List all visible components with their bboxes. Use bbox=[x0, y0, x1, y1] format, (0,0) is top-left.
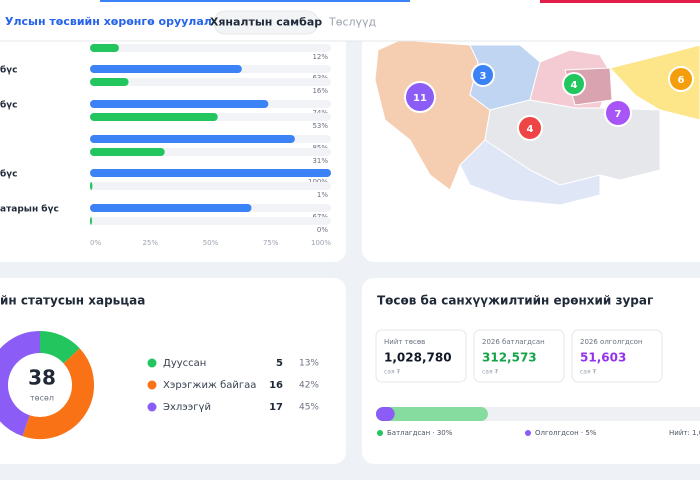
legend-label: Батлагдсан · 30% bbox=[387, 429, 453, 437]
progress-bar bbox=[376, 407, 488, 421]
bar bbox=[90, 135, 295, 143]
x-tick-label: 75% bbox=[263, 239, 279, 247]
map-marker bbox=[404, 81, 436, 113]
value-label: 53% bbox=[312, 122, 328, 130]
donut-segment bbox=[22, 348, 94, 439]
bar bbox=[90, 182, 93, 190]
tab[interactable]: Төслүүд bbox=[328, 16, 377, 29]
legend-share: 45% bbox=[299, 403, 319, 413]
stat-box bbox=[473, 329, 565, 383]
value-label: 31% bbox=[312, 157, 328, 165]
app-title: Улсын төсвийн хөрөнгө оруулалтын төсөл bbox=[5, 15, 276, 28]
stat-unit: сая ₮ bbox=[482, 369, 498, 376]
legend-dot bbox=[147, 380, 157, 390]
row-label: атарын бүс bbox=[0, 204, 59, 215]
stat-box bbox=[571, 329, 663, 383]
legend-share: 13% bbox=[299, 359, 319, 369]
marker-label: 3 bbox=[480, 71, 487, 82]
bar-track bbox=[90, 182, 331, 190]
stat-value: 1,028,780 bbox=[384, 351, 452, 365]
bar bbox=[90, 148, 165, 156]
card bbox=[0, 278, 346, 464]
stat-box bbox=[375, 329, 467, 383]
accent-stripe bbox=[540, 0, 700, 3]
stat-unit: сая ₮ bbox=[580, 369, 596, 376]
value-label: 1% bbox=[317, 191, 328, 199]
value-label: 12% bbox=[312, 53, 328, 61]
map-marker bbox=[562, 72, 586, 96]
marker-label: 7 bbox=[615, 109, 622, 120]
bar-track bbox=[90, 217, 331, 225]
x-tick-label: 0% bbox=[90, 239, 101, 247]
donut-segment bbox=[39, 331, 80, 364]
legend-count: 16 bbox=[269, 380, 283, 391]
progress-bar bbox=[376, 407, 395, 421]
region bbox=[459, 139, 601, 206]
card-title: Төсөв ба санхүүжилтийн ерөнхий зураг bbox=[377, 294, 653, 308]
x-tick-label: 50% bbox=[203, 239, 219, 247]
legend-dot bbox=[525, 430, 531, 436]
stat-unit: сая ₮ bbox=[384, 369, 400, 376]
marker-label: 4 bbox=[527, 124, 534, 135]
legend-count: 17 bbox=[269, 402, 283, 413]
legend-dot bbox=[147, 402, 157, 412]
bar bbox=[90, 217, 92, 225]
tab[interactable]: Хяналтын самбар bbox=[210, 16, 322, 29]
map bbox=[374, 39, 700, 206]
marker-label: 6 bbox=[678, 75, 685, 86]
nav-bar bbox=[0, 0, 700, 41]
bar bbox=[90, 65, 242, 73]
card-title: йн статусын харьцаа bbox=[0, 294, 145, 308]
donut-caption: төсөл bbox=[30, 394, 54, 403]
legend-label: Эхлээгүй bbox=[163, 402, 211, 413]
bar bbox=[90, 204, 252, 212]
bar bbox=[90, 78, 129, 86]
legend-dot bbox=[377, 430, 383, 436]
bar bbox=[90, 100, 269, 108]
legend-label: Дууссан bbox=[163, 358, 206, 369]
row-label: бүс bbox=[0, 169, 18, 180]
stat-label: 2026 олголгдсон bbox=[580, 338, 642, 346]
x-tick-label: 100% bbox=[311, 239, 331, 247]
row-label: бүс bbox=[0, 100, 18, 111]
x-tick-label: 25% bbox=[142, 239, 158, 247]
map-marker bbox=[604, 99, 632, 127]
bar bbox=[90, 44, 119, 52]
stat-value: 51,603 bbox=[580, 351, 626, 365]
legend-share: 42% bbox=[299, 381, 319, 391]
legend-count: 5 bbox=[276, 358, 283, 369]
bar bbox=[90, 169, 331, 177]
content: 12%бүс63%16%бүс74%53%85%31%бүс100%1%атар… bbox=[0, 44, 700, 439]
legend-dot bbox=[147, 358, 157, 368]
value-label: 0% bbox=[317, 226, 328, 234]
stat-label: Нийт төсөв bbox=[384, 338, 425, 346]
map-marker bbox=[517, 115, 543, 141]
total-label: Нийт: 1,0 bbox=[669, 429, 700, 437]
region bbox=[609, 44, 700, 121]
legend-label: Хэрэгжиж байгаа bbox=[163, 380, 256, 391]
bar-track bbox=[90, 78, 331, 86]
marker-label: 4 bbox=[571, 80, 578, 91]
stat-label: 2026 батлагдсан bbox=[482, 338, 545, 346]
row-label: бүс bbox=[0, 65, 18, 76]
donut-total: 38 bbox=[28, 366, 56, 390]
map-marker bbox=[471, 63, 495, 87]
map-marker bbox=[668, 66, 694, 92]
tab-active[interactable] bbox=[213, 10, 319, 35]
accent-stripe bbox=[100, 0, 410, 2]
bar-track bbox=[90, 44, 331, 52]
bar bbox=[90, 113, 218, 121]
value-label: 16% bbox=[312, 87, 328, 95]
marker-label: 11 bbox=[413, 93, 427, 104]
donut-segment bbox=[0, 331, 41, 437]
stat-value: 312,573 bbox=[482, 351, 537, 365]
legend-label: Олголгдсон · 5% bbox=[535, 429, 597, 437]
